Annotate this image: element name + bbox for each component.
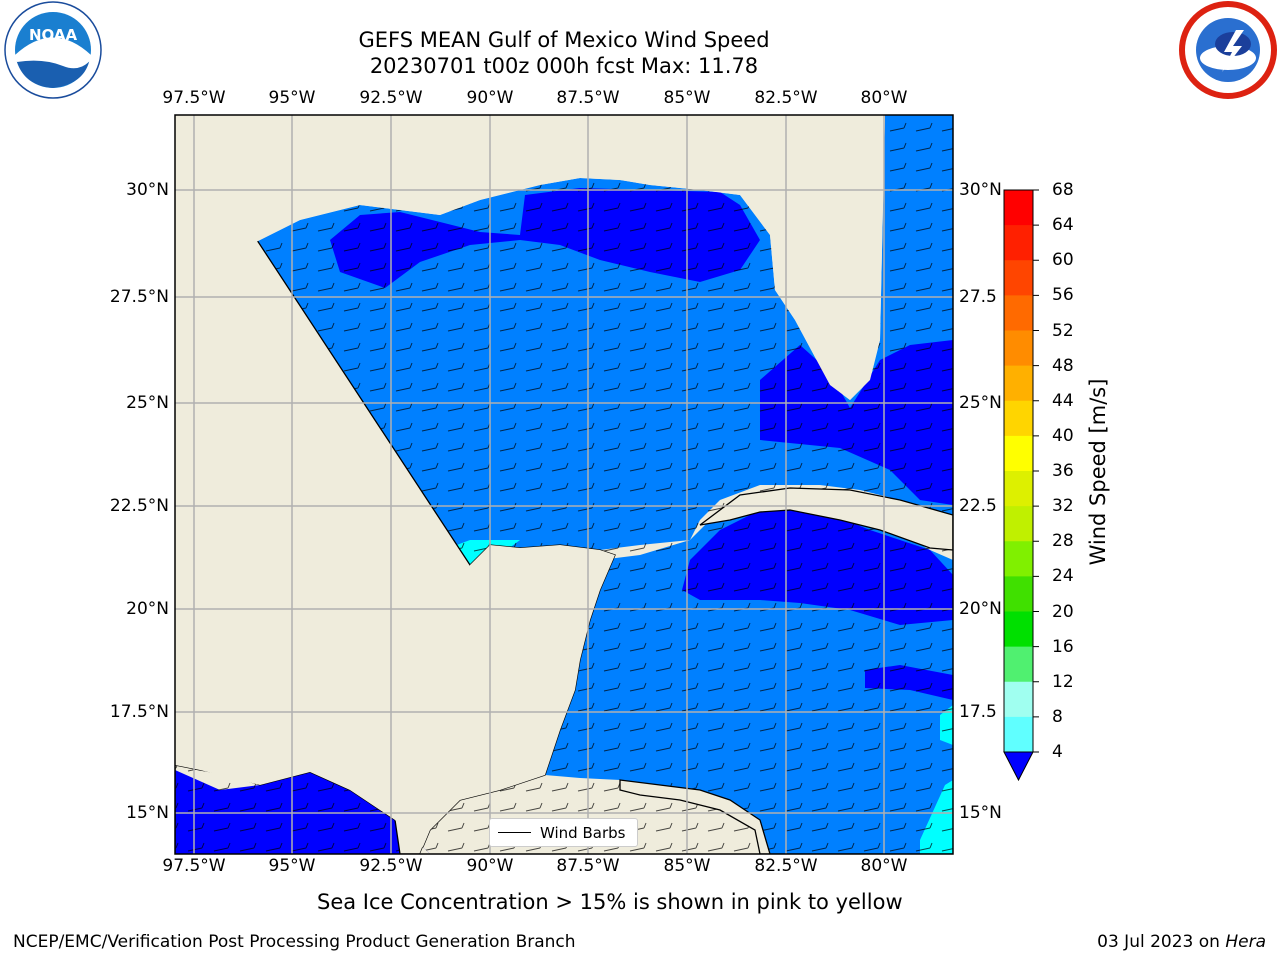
lat-label-right: 22.5 <box>959 496 997 516</box>
colorbar-segment <box>1004 365 1033 402</box>
lon-label-bottom: 82.5°W <box>754 856 818 876</box>
lat-label-right: 27.5 <box>959 287 997 307</box>
sea-ice-note: Sea Ice Concentration > 15% is shown in … <box>317 890 903 914</box>
colorbar-segment <box>1004 330 1033 367</box>
colorbar-segment <box>1004 190 1033 226</box>
lon-label-top: 95°W <box>268 88 316 108</box>
colorbar-segment <box>1004 716 1033 753</box>
colorbar-segment <box>1004 506 1033 542</box>
colorbar-segment <box>1004 576 1033 612</box>
lon-label-bottom: 92.5°W <box>359 856 423 876</box>
colorbar-tick-label: 28 <box>1052 531 1074 552</box>
colorbar-segment <box>1004 471 1033 507</box>
lat-label-left: 17.5°N <box>109 702 169 722</box>
lat-label-left: 15°N <box>126 803 169 823</box>
lat-label-left: 27.5°N <box>109 287 169 307</box>
lon-label-bottom: 87.5°W <box>556 856 620 876</box>
lat-label-left: 25°N <box>126 393 169 413</box>
colorbar-tick-label: 12 <box>1052 671 1074 692</box>
colorbar-segment <box>1004 681 1033 718</box>
lon-label-top: 90°W <box>466 88 514 108</box>
colorbar-tick-label: 44 <box>1052 390 1074 411</box>
colorbar-tick-label: 48 <box>1052 355 1074 376</box>
lon-label-top: 85°W <box>663 88 711 108</box>
colorbar-tick-label: 8 <box>1052 706 1063 727</box>
colorbar-segment <box>1004 260 1033 296</box>
colorbar-tick-label: 64 <box>1052 215 1074 236</box>
map-legend: Wind Barbs <box>489 818 638 847</box>
colorbar-tick-label: 36 <box>1052 461 1074 481</box>
lon-label-top: 87.5°W <box>556 88 620 108</box>
lon-label-bottom: 80°W <box>860 856 908 876</box>
map-frame <box>174 114 954 855</box>
lon-label-top: 80°W <box>860 88 908 108</box>
colorbar-segment <box>1004 295 1033 331</box>
colorbar-segment <box>1004 611 1033 648</box>
colorbar-tick-label: 4 <box>1052 742 1063 762</box>
colorbar-tick-label: 52 <box>1052 320 1074 341</box>
lat-label-left: 22.5°N <box>109 496 169 516</box>
colorbar-under-arrow <box>1003 751 1034 782</box>
colorbar-segment <box>1004 646 1033 683</box>
chart-subtitle: 20230701 t00z 000h fcst Max: 11.78 <box>369 54 759 78</box>
lat-label-right: 25°N <box>959 393 1002 413</box>
footer-host: Hera <box>1225 932 1266 952</box>
lon-label-bottom: 85°W <box>663 856 711 876</box>
footer-date: 03 Jul 2023 on Hera <box>1097 932 1266 952</box>
legend-label: Wind Barbs <box>540 823 626 842</box>
graticule <box>175 115 953 854</box>
colorbar-label: Wind Speed [m/s] <box>1086 378 1110 566</box>
lon-label-bottom: 95°W <box>268 856 316 876</box>
footer-credit: NCEP/EMC/Verification Post Processing Pr… <box>13 932 576 952</box>
lon-label-bottom: 97.5°W <box>162 856 226 876</box>
nws-logo <box>1178 0 1278 100</box>
colorbar-segment <box>1004 541 1033 577</box>
lon-label-top: 97.5°W <box>162 88 226 108</box>
colorbar-tick-label: 56 <box>1052 285 1074 306</box>
lat-label-left: 20°N <box>126 599 169 619</box>
lat-label-right: 30°N <box>959 180 1002 200</box>
noaa-logo: NOAA <box>3 0 103 100</box>
colorbar-tick-label: 40 <box>1052 425 1074 446</box>
colorbar-tick-label: 68 <box>1052 180 1074 200</box>
colorbar-tick-label: 60 <box>1052 250 1074 271</box>
colorbar-tick-label: 32 <box>1052 496 1074 517</box>
lon-label-top: 92.5°W <box>359 88 423 108</box>
colorbar-tick-label: 16 <box>1052 636 1074 657</box>
lat-label-right: 20°N <box>959 599 1002 619</box>
cuba-land <box>699 487 953 551</box>
wind-barb-legend-line <box>498 832 531 833</box>
lat-label-right: 17.5 <box>959 702 997 722</box>
chart-title: GEFS MEAN Gulf of Mexico Wind Speed <box>358 28 770 52</box>
colorbar <box>1003 189 1039 782</box>
colorbar-segment <box>1004 435 1033 472</box>
colorbar-tick-label: 20 <box>1052 601 1074 622</box>
colorbar-segment <box>1004 400 1033 437</box>
lat-label-right: 15°N <box>959 803 1002 823</box>
colorbar-segment <box>1004 225 1033 261</box>
lat-label-left: 30°N <box>126 180 169 200</box>
noaa-logo-text: NOAA <box>29 26 78 44</box>
lon-label-top: 82.5°W <box>754 88 818 108</box>
footer-date-text: 03 Jul 2023 on <box>1097 932 1226 952</box>
colorbar-tick-label: 24 <box>1052 566 1074 587</box>
central-america-land <box>175 115 885 854</box>
honduras-land <box>619 779 953 854</box>
lon-label-bottom: 90°W <box>466 856 514 876</box>
